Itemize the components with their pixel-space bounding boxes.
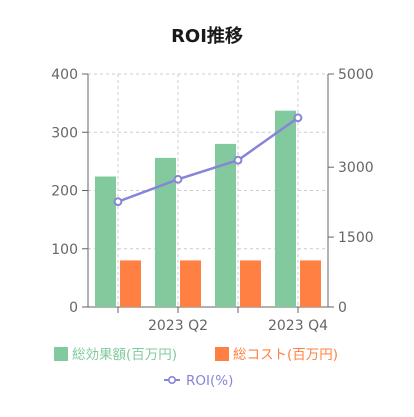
y-left-tick-label: 200 xyxy=(51,184,78,200)
y-right-tick-label: 5000 xyxy=(338,67,374,83)
legend-swatch-total-cost xyxy=(215,347,229,361)
legend-item-roi[interactable]: ROI(%) xyxy=(164,373,233,389)
y-left-tick-label: 400 xyxy=(51,67,78,83)
legend: 総効果額(百万円) 総コスト(百万円) ROI(%) xyxy=(54,347,338,389)
legend-item-total-cost[interactable]: 総コスト(百万円) xyxy=(215,347,338,363)
bar-total-effect xyxy=(275,110,296,307)
line-roi-path xyxy=(117,116,299,203)
legend-label-total-cost: 総コスト(百万円) xyxy=(233,347,338,363)
bar-total-cost xyxy=(120,260,141,307)
legend-label-roi: ROI(%) xyxy=(186,373,233,389)
line-roi-point xyxy=(233,155,243,165)
bar-total-cost xyxy=(240,260,261,307)
legend-swatch-total-effect xyxy=(54,347,68,361)
bar-total-effect xyxy=(215,143,236,307)
line-roi-point xyxy=(113,197,123,207)
y-left-tick-label: 0 xyxy=(69,300,78,316)
x-tick-label: 2023 Q2 xyxy=(148,318,208,334)
x-tick-label: 2023 Q4 xyxy=(268,318,328,334)
y-left-tick-label: 300 xyxy=(51,125,78,141)
y-right-tick-label: 1500 xyxy=(338,230,374,246)
bar-total-effect xyxy=(95,176,116,307)
line-series xyxy=(113,113,303,207)
y-right-tick-label: 3000 xyxy=(338,160,374,176)
bar-total-cost xyxy=(300,260,321,307)
legend-marker-roi-icon xyxy=(168,375,177,384)
line-roi-point xyxy=(293,113,303,123)
bar-total-cost xyxy=(180,260,201,307)
y-left-tick-label: 100 xyxy=(51,242,78,258)
bar-total-effect xyxy=(155,157,176,307)
line-roi-point xyxy=(173,174,183,184)
chart-title: ROI推移 xyxy=(171,25,243,47)
legend-item-total-effect[interactable]: 総効果額(百万円) xyxy=(54,347,177,363)
y-right-tick-label: 0 xyxy=(338,300,347,316)
bar-series xyxy=(95,110,321,307)
legend-label-total-effect: 総効果額(百万円) xyxy=(72,347,177,363)
axes: 0 100 200 300 400 0 1500 3000 5000 2023 Q2 2023 Q4 xyxy=(51,67,373,334)
